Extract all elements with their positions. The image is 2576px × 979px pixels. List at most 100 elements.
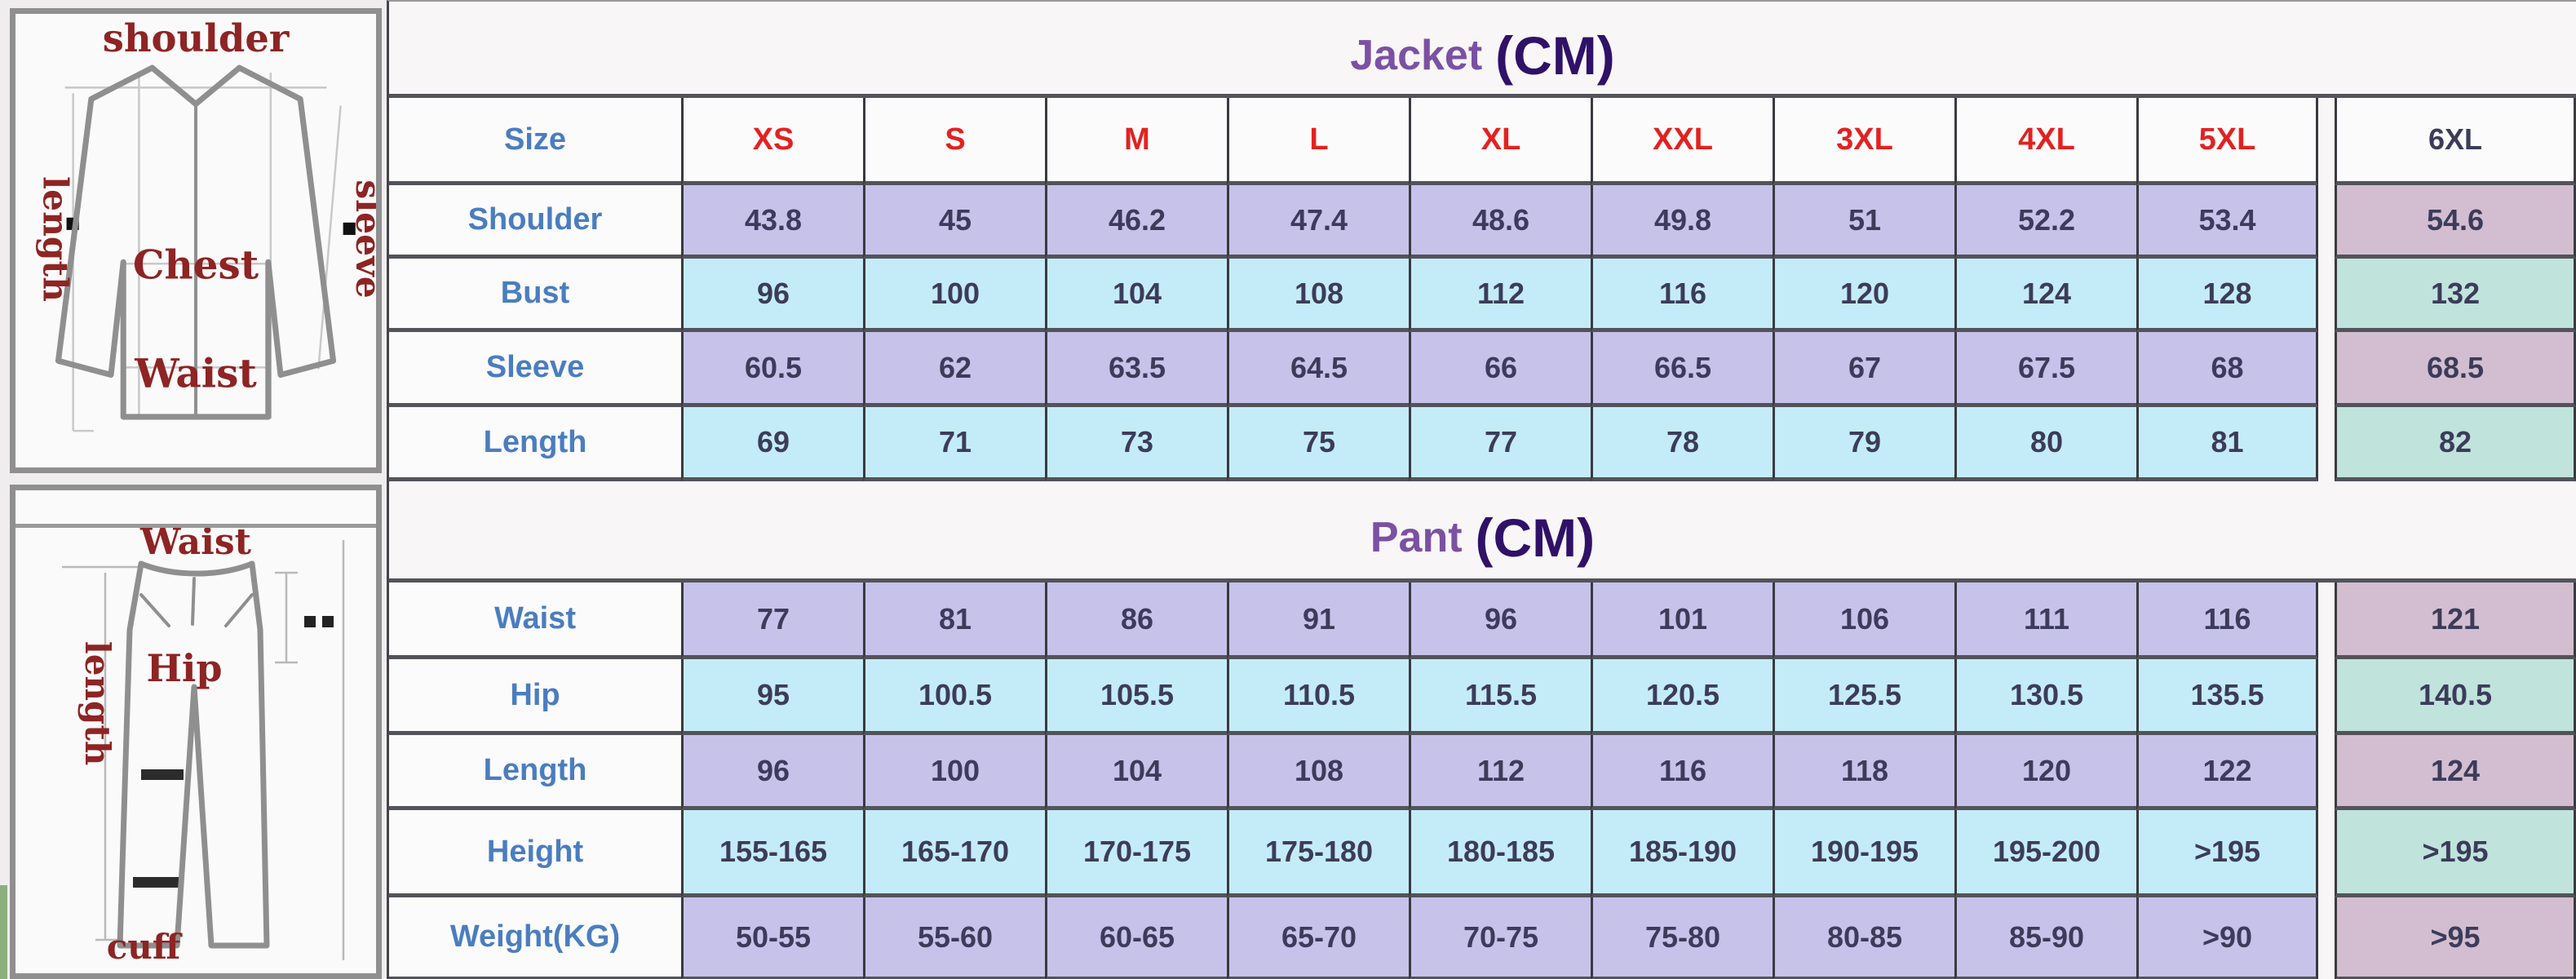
table-cell: 70-75: [1409, 897, 1591, 979]
table-cell: 112: [1409, 259, 1591, 332]
size-table: Jacket (CM) Size XS S M L XL XXL 3XL 4XL…: [387, 0, 2576, 979]
table-cell: 170-175: [1045, 810, 1227, 897]
right-marker-square: [343, 222, 356, 235]
column-gap: [2318, 735, 2335, 810]
size-col-header-6xl: 6XL: [2335, 98, 2576, 185]
table-cell-6xl: 121: [2335, 583, 2576, 659]
table-cell: >195: [2136, 810, 2318, 897]
table-cell: 53.4: [2136, 185, 2318, 259]
table-cell: 105.5: [1045, 659, 1227, 735]
table-cell: 96: [1409, 583, 1591, 659]
size-col-header: XXL: [1591, 98, 1773, 185]
row-label-hip: Hip: [389, 659, 681, 735]
table-cell: 122: [2136, 735, 2318, 810]
table-cell: 46.2: [1045, 185, 1227, 259]
header-size-label: Size: [389, 98, 681, 185]
pants-waist-label: Waist: [139, 528, 252, 563]
table-cell: 66.5: [1591, 332, 1773, 407]
hip-annotation-mark: [322, 616, 334, 627]
column-gap: [2318, 407, 2335, 481]
column-gap: [2318, 810, 2335, 897]
hip-annotation-mark: [304, 616, 316, 627]
size-col-header: XS: [681, 98, 863, 185]
table-cell: 100: [863, 259, 1045, 332]
row-label-weight: Weight(KG): [389, 897, 681, 979]
table-cell: 110.5: [1227, 659, 1409, 735]
jacket-length-label: length: [35, 176, 76, 302]
pants-diagram-panel: Waist length Hip cuff: [10, 485, 382, 979]
table-cell: 120: [1954, 735, 2136, 810]
table-cell: 155-165: [681, 810, 863, 897]
row-label-bust: Bust: [389, 259, 681, 332]
table-cell: 116: [1591, 735, 1773, 810]
table-cell: 51: [1773, 185, 1954, 259]
table-cell-6xl: 82: [2335, 407, 2576, 481]
size-col-header: XL: [1409, 98, 1591, 185]
size-col-header: 4XL: [1954, 98, 2136, 185]
size-col-header: L: [1227, 98, 1409, 185]
table-cell: 81: [863, 583, 1045, 659]
table-cell: 108: [1227, 735, 1409, 810]
pants-diagram-icon: Waist length Hip cuff: [62, 521, 345, 967]
table-cell: 60-65: [1045, 897, 1227, 979]
table-cell-6xl: 124: [2335, 735, 2576, 810]
jacket-title-text: Jacket: [1350, 31, 1483, 79]
column-gap: [2318, 583, 2335, 659]
table-cell: 80-85: [1773, 897, 1954, 979]
table-cell: 71: [863, 407, 1045, 481]
table-cell: 106: [1773, 583, 1954, 659]
table-cell: 85-90: [1954, 897, 2136, 979]
table-cell: 45: [863, 185, 1045, 259]
ankle-annotation-mark: [133, 877, 179, 888]
jacket-sleeve-label: sleeve: [348, 179, 376, 298]
table-cell: 190-195: [1773, 810, 1954, 897]
pant-section-title: Pant (CM): [389, 481, 2576, 583]
table-cell: 135.5: [2136, 659, 2318, 735]
pants-hip-label: Hip: [146, 646, 222, 690]
table-cell: 118: [1773, 735, 1954, 810]
table-cell: 95: [681, 659, 863, 735]
table-cell: 66: [1409, 332, 1591, 407]
table-cell: 120.5: [1591, 659, 1773, 735]
table-cell-6xl: 132: [2335, 259, 2576, 332]
row-label-height: Height: [389, 810, 681, 897]
table-cell: 81: [2136, 407, 2318, 481]
table-cell: >90: [2136, 897, 2318, 979]
column-gap: [2318, 659, 2335, 735]
pants-outline: [117, 560, 270, 949]
table-cell: 68: [2136, 332, 2318, 407]
jacket-diagram-panel: shoulder length sleeve Chest Waist: [10, 8, 389, 473]
pant-title-unit: (CM): [1475, 507, 1596, 568]
table-cell: 75: [1227, 407, 1409, 481]
row-label-shoulder: Shoulder: [389, 185, 681, 259]
table-cell: 86: [1045, 583, 1227, 659]
table-cell-6xl: >95: [2335, 897, 2576, 979]
table-cell-6xl: 68.5: [2335, 332, 2576, 407]
row-label-sleeve: Sleeve: [389, 332, 681, 407]
table-cell: 108: [1227, 259, 1409, 332]
table-cell: 91: [1227, 583, 1409, 659]
table-cell: 125.5: [1773, 659, 1954, 735]
table-cell: 50-55: [681, 897, 863, 979]
column-gap: [2318, 332, 2335, 407]
edge-artifact: [0, 885, 7, 979]
table-cell: 195-200: [1954, 810, 2136, 897]
table-cell: 116: [1591, 259, 1773, 332]
column-gap: [2318, 185, 2335, 259]
shirt-outline: [55, 64, 337, 420]
knee-annotation-mark: [141, 769, 184, 780]
jacket-section-title: Jacket (CM): [389, 2, 2576, 98]
row-label-length: Length: [389, 407, 681, 481]
table-cell: 185-190: [1591, 810, 1773, 897]
table-cell: 175-180: [1227, 810, 1409, 897]
pant-title-text: Pant: [1370, 513, 1463, 561]
table-cell: 78: [1591, 407, 1773, 481]
table-cell: 104: [1045, 259, 1227, 332]
table-cell: 62: [863, 332, 1045, 407]
column-gap: [2318, 897, 2335, 979]
table-cell: 77: [681, 583, 863, 659]
table-cell: 116: [2136, 583, 2318, 659]
table-cell: 80: [1954, 407, 2136, 481]
jacket-title-unit: (CM): [1495, 24, 1615, 86]
